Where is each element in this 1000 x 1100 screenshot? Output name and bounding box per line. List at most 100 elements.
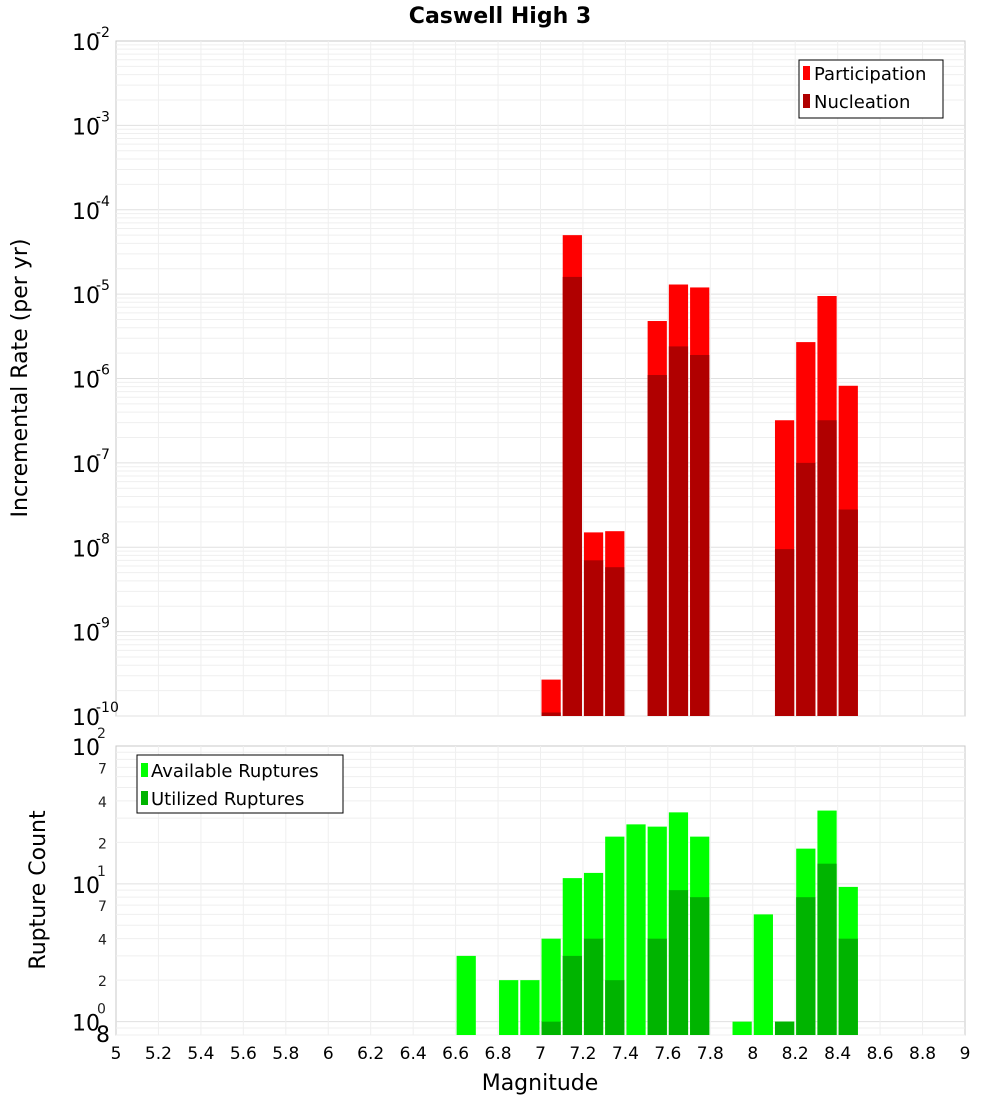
bottom-y-minor-tick-label: 4 (98, 933, 107, 949)
utilized-ruptures-bar (541, 1021, 561, 1035)
x-tick-label: 5 (111, 1044, 122, 1064)
x-tick-label: 6.4 (400, 1044, 427, 1064)
top-y-tick-exponent: -8 (96, 531, 110, 547)
top-y-tick-label: 10 (72, 622, 100, 647)
utilized-ruptures-bar (605, 980, 625, 1035)
legend-swatch-utilized (141, 791, 148, 805)
top-bars (541, 235, 858, 716)
legend-label-available: Available Ruptures (151, 761, 319, 782)
x-tick-label: 8.8 (909, 1044, 936, 1064)
participation-bar (541, 679, 561, 716)
top-y-tick-exponent: -7 (96, 447, 110, 463)
x-tick-label: 8 (747, 1044, 758, 1064)
x-tick-label: 7.2 (569, 1044, 596, 1064)
bottom-y-minor-tick-label: 7 (98, 761, 107, 777)
x-tick-label: 5.2 (145, 1044, 172, 1064)
top-y-tick-exponent: -2 (96, 25, 110, 41)
nucleation-bar (817, 420, 837, 716)
available-ruptures-bar (541, 938, 561, 1035)
x-tick-label: 6.8 (485, 1044, 512, 1064)
top-y-tick-label: 10 (72, 115, 100, 140)
bottom-legend-box (136, 754, 344, 814)
x-tick-label: 7.6 (654, 1044, 681, 1064)
top-legend-box (798, 59, 944, 119)
x-tick-label: 7.8 (697, 1044, 724, 1064)
x-tick-label: 6.6 (442, 1044, 469, 1064)
nucleation-bar (838, 509, 858, 716)
top-y-tick-label: 10 (72, 31, 100, 56)
legend-label-participation: Participation (814, 64, 926, 85)
top-y-tick-exponent: -6 (96, 363, 110, 379)
utilized-ruptures-bar (796, 897, 816, 1035)
nucleation-bar (562, 276, 582, 716)
available-ruptures-bar (456, 955, 476, 1035)
x-tick-label: 8.2 (782, 1044, 809, 1064)
x-tick-label: 5.4 (187, 1044, 214, 1064)
top-y-tick-exponent: -9 (96, 616, 110, 632)
x-tick-label: 7.4 (612, 1044, 639, 1064)
bottom-legend: Available Ruptures Utilized Ruptures (136, 754, 344, 814)
available-ruptures-bar (732, 1021, 752, 1035)
bottom-y-minor-tick-label: 2 (98, 836, 107, 852)
nucleation-bar (690, 354, 710, 716)
utilized-ruptures-bar (668, 890, 689, 1035)
bottom-y-tick-exponent: 2 (97, 726, 106, 742)
top-y-axis-label: Incremental Rate (per yr) (8, 239, 33, 518)
x-tick-labels: 5 5.2 5.4 5.6 5.8 6 6.2 6.4 6.6 6.8 7 7.2 7.4 7.6 7.8 8… (111, 1044, 971, 1064)
legend-swatch-available (141, 763, 148, 777)
nucleation-bar (668, 346, 689, 716)
top-y-tick-label: 10 (72, 706, 100, 731)
x-tick-label: 6.2 (357, 1044, 384, 1064)
x-tick-label: 5.6 (230, 1044, 257, 1064)
utilized-ruptures-bar (562, 955, 582, 1035)
top-y-tick-exponent: -3 (96, 109, 110, 125)
nucleation-bar (774, 549, 795, 716)
bottom-y-tick-label: 10 (72, 874, 100, 899)
bottom-y-axis-label: Rupture Count (26, 810, 51, 970)
x-axis-label: Magnitude (482, 1071, 599, 1096)
bottom-y-tick-label: 10 (72, 1012, 100, 1037)
x-tick-label: 9 (960, 1044, 971, 1064)
x-tick-label: 7 (535, 1044, 546, 1064)
nucleation-bar (541, 712, 561, 716)
available-ruptures-bar (499, 980, 519, 1035)
bottom-y-tick-label: 10 (72, 736, 100, 761)
chart-title: Caswell High 3 (409, 4, 591, 29)
bottom-bars (456, 810, 858, 1035)
top-y-tick-exponent: -4 (96, 194, 110, 210)
bottom-y-minor-tick-label: 2 (98, 974, 107, 990)
top-y-tick-exponent: -5 (96, 278, 110, 294)
legend-swatch-participation (803, 66, 810, 80)
utilized-ruptures-bar (774, 1021, 795, 1035)
utilized-ruptures-bar (817, 863, 837, 1035)
top-y-tick-label: 10 (72, 453, 100, 478)
nucleation-bar (796, 462, 816, 716)
top-gridlines (116, 41, 965, 717)
nucleation-bar (605, 567, 625, 716)
top-y-tick-label: 10 (72, 284, 100, 309)
nucleation-bar (583, 560, 604, 716)
legend-label-nucleation: Nucleation (814, 92, 910, 113)
x-tick-label: 6 (323, 1044, 334, 1064)
legend-label-utilized: Utilized Ruptures (151, 789, 304, 810)
bottom-y-minor-tick-label: 7 (98, 899, 107, 915)
x-tick-label: 8.6 (867, 1044, 894, 1064)
top-y-tick-label: 10 (72, 369, 100, 394)
top-legend: Participation Nucleation (798, 59, 944, 119)
utilized-ruptures-bar (583, 938, 604, 1035)
utilized-ruptures-bar (690, 897, 710, 1035)
bottom-y-tick-exponent: 0 (97, 1002, 106, 1018)
top-y-tick-exponent: -10 (96, 700, 119, 716)
available-ruptures-bar (626, 824, 646, 1035)
top-y-tick-label: 10 (72, 200, 100, 225)
available-ruptures-bar (753, 914, 773, 1035)
legend-swatch-nucleation (803, 94, 810, 108)
bottom-y-minor-tick-label: 8 (96, 1023, 110, 1048)
nucleation-bar (647, 375, 667, 716)
utilized-ruptures-bar (647, 938, 667, 1035)
